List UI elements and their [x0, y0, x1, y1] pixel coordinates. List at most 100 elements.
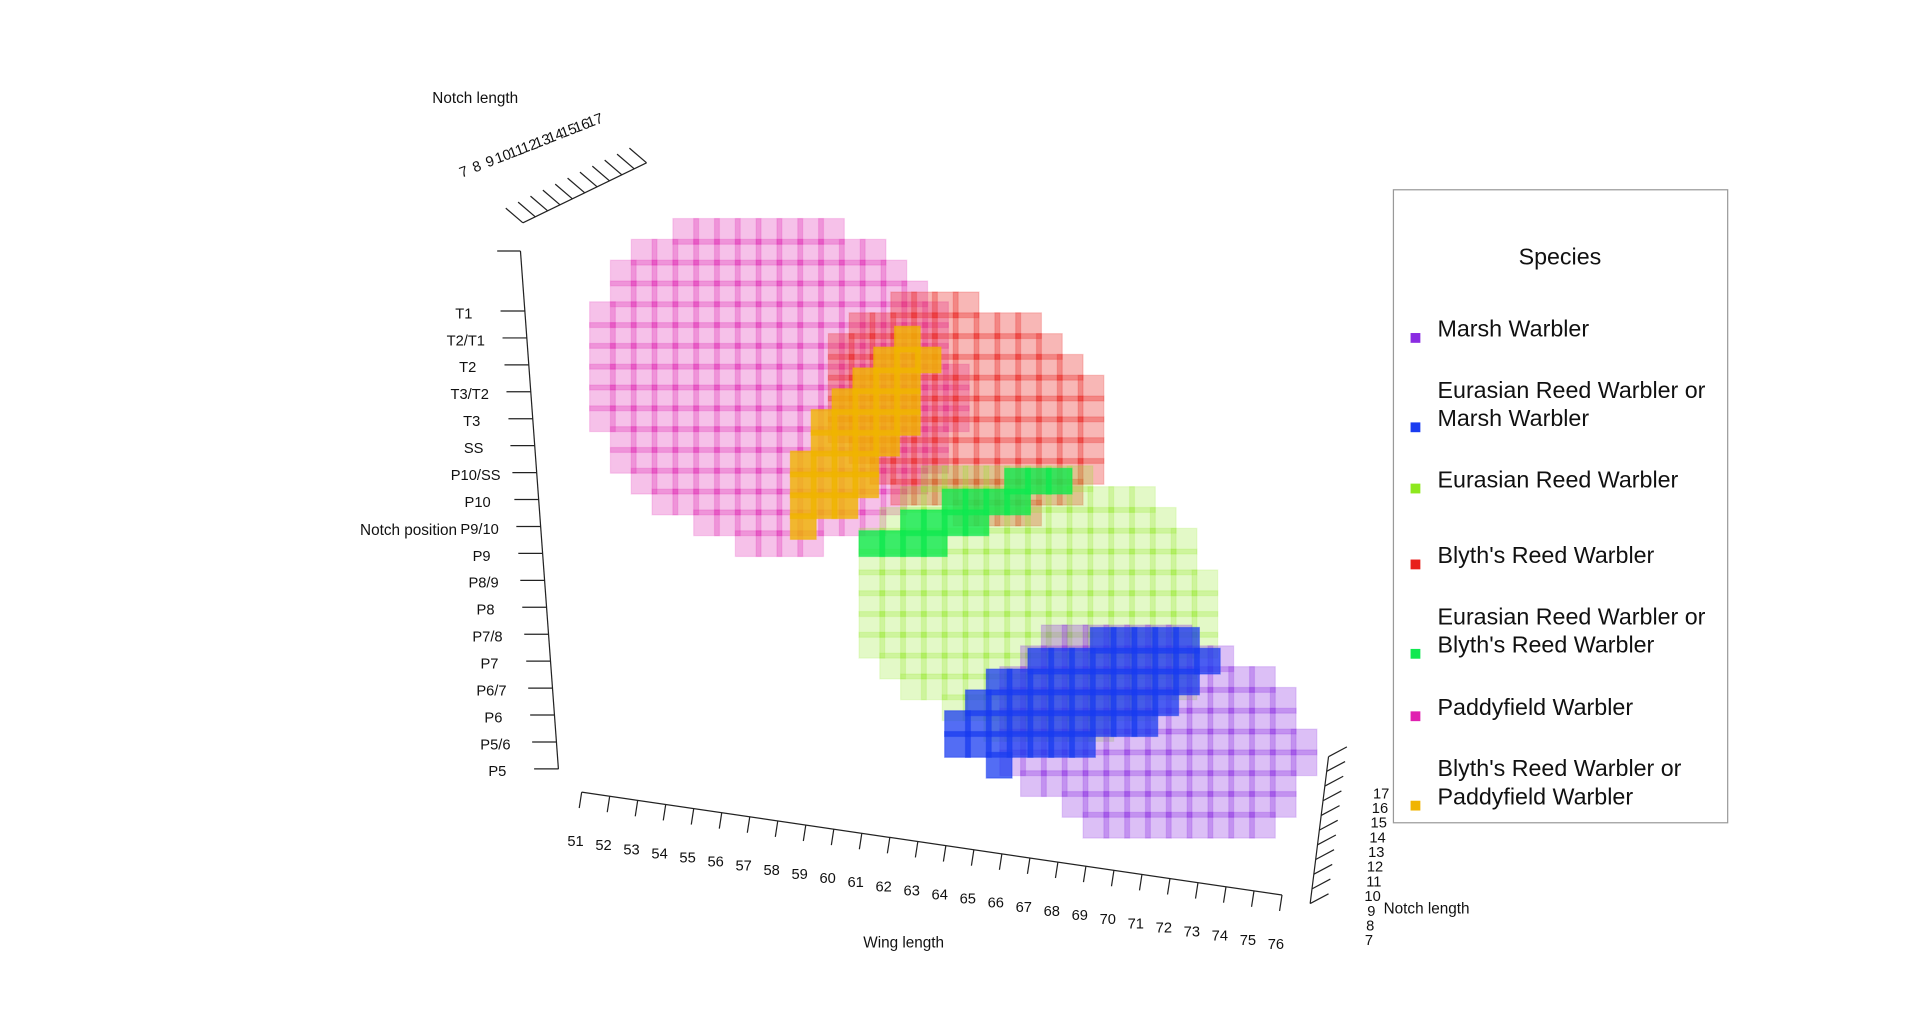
voxel — [1066, 548, 1094, 576]
voxel — [983, 569, 1011, 597]
voxel — [880, 301, 908, 329]
voxel — [755, 405, 783, 433]
voxel — [1165, 790, 1193, 818]
legend-swatch — [1410, 711, 1421, 722]
voxel — [1228, 770, 1256, 798]
voxel — [651, 405, 679, 433]
voxel — [1087, 569, 1115, 597]
voxel — [1269, 749, 1297, 777]
voxel — [1035, 353, 1063, 381]
voxel — [672, 301, 700, 329]
voxel — [693, 426, 721, 454]
voxel — [776, 259, 804, 287]
voxel — [879, 610, 907, 638]
voxel — [1248, 790, 1276, 818]
z-tick — [1320, 805, 1340, 816]
voxel — [734, 467, 762, 495]
voxel — [920, 610, 948, 638]
voxel — [941, 652, 969, 680]
voxel — [1191, 569, 1219, 597]
voxel — [1024, 527, 1052, 555]
voxel — [920, 631, 948, 659]
voxel — [672, 238, 700, 266]
voxel — [983, 548, 1011, 576]
voxel — [1066, 506, 1094, 534]
voxel — [1269, 790, 1297, 818]
voxel — [693, 509, 721, 537]
voxel — [931, 395, 959, 423]
voxel — [1186, 811, 1214, 839]
voxel — [817, 342, 845, 370]
voxel — [962, 652, 990, 680]
voxel — [713, 363, 741, 391]
z-tick-label: 9 — [1367, 904, 1375, 920]
voxel — [973, 395, 1001, 423]
x-tick — [802, 824, 807, 842]
voxel — [1124, 790, 1152, 818]
z-tick — [1324, 775, 1344, 787]
voxel — [1269, 707, 1297, 735]
x-tick-label: 55 — [679, 850, 695, 866]
voxel — [651, 342, 679, 370]
z-tick — [1317, 834, 1337, 846]
voxel — [1045, 569, 1073, 597]
voxel — [1186, 790, 1214, 818]
legend-swatch — [1410, 422, 1421, 433]
z-top-tick — [604, 159, 623, 176]
z-top-tick — [542, 189, 561, 206]
voxel — [1124, 770, 1152, 798]
z-top-tick — [591, 165, 610, 182]
voxel — [672, 446, 700, 474]
voxel — [983, 590, 1011, 618]
x-tick — [634, 800, 639, 817]
voxel — [1186, 707, 1214, 735]
voxel — [1061, 790, 1089, 818]
voxel — [672, 488, 700, 516]
voxel — [1124, 811, 1152, 839]
voxel — [983, 610, 1011, 638]
legend-swatch — [1410, 559, 1421, 570]
voxel — [755, 446, 783, 474]
voxel — [1170, 548, 1198, 576]
legend-label: Eurasian Reed Warbler or Marsh Warbler — [1438, 377, 1706, 431]
voxel — [609, 259, 637, 287]
voxel — [630, 384, 658, 412]
voxel — [994, 353, 1022, 381]
z-tick — [1311, 878, 1331, 890]
voxel — [817, 280, 845, 308]
voxel — [879, 631, 907, 659]
voxel — [589, 363, 616, 391]
voxel — [609, 446, 637, 474]
x-tick-label: 74 — [1212, 929, 1228, 945]
z-top-tick — [616, 153, 635, 170]
voxel — [776, 342, 804, 370]
voxel — [1004, 527, 1032, 555]
x-tick — [578, 792, 583, 809]
voxel — [672, 426, 700, 454]
voxel — [651, 259, 679, 287]
voxel — [755, 530, 783, 558]
voxel — [797, 322, 825, 349]
voxel — [776, 405, 804, 433]
z-axis-label: Notch length — [1384, 900, 1470, 917]
voxel — [776, 238, 804, 266]
voxel — [890, 478, 918, 506]
voxel — [941, 631, 969, 659]
z-top-tick-label: 15 — [558, 121, 579, 142]
voxel — [609, 342, 637, 370]
voxel — [1087, 548, 1115, 576]
z-top-tick-label: 10 — [493, 147, 514, 168]
voxel — [1015, 333, 1043, 360]
voxel — [941, 590, 969, 618]
voxel — [1128, 548, 1156, 576]
voxel — [672, 322, 700, 349]
voxel — [952, 416, 980, 444]
voxel — [879, 590, 907, 618]
x-tick-label: 66 — [988, 896, 1004, 912]
voxel — [755, 363, 783, 391]
voxel — [942, 363, 970, 391]
z-top-tick — [629, 147, 647, 164]
voxel — [797, 259, 825, 287]
voxel — [942, 384, 970, 412]
voxel — [1248, 666, 1276, 693]
